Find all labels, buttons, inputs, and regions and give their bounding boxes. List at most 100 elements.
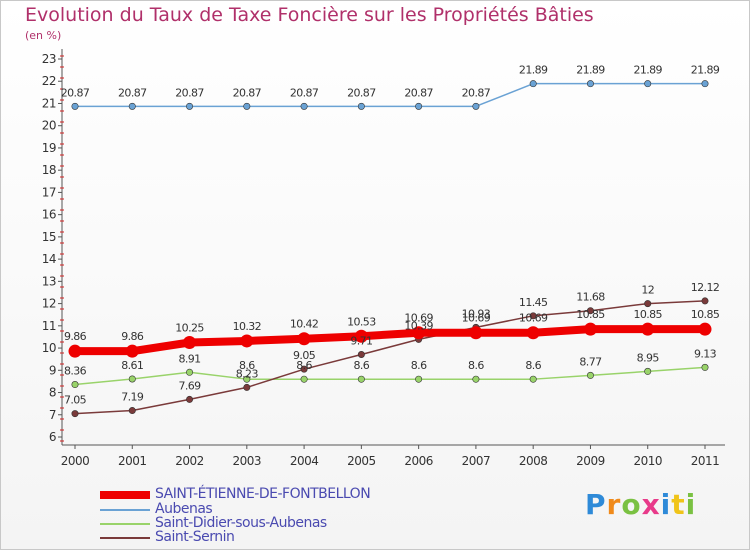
legend-item-saint-sernin: Saint-Sernin: [100, 529, 500, 545]
data-label: 10.85: [691, 308, 720, 321]
data-point: [586, 80, 594, 88]
data-point: [586, 371, 594, 379]
data-label: 20.87: [175, 86, 204, 99]
logo-letter: i: [660, 488, 672, 521]
data-point: [472, 102, 480, 110]
data-point: [529, 312, 537, 320]
data-point: [583, 322, 597, 336]
data-label: 9.13: [694, 347, 717, 360]
data-point: [357, 102, 365, 110]
data-point: [186, 102, 194, 110]
data-point: [186, 395, 194, 403]
logo-letter: t: [671, 488, 686, 521]
data-point: [243, 383, 251, 391]
data-point: [415, 375, 423, 383]
y-tick-label: 10: [42, 341, 56, 355]
legend-item-saint-etienne: SAINT-ÉTIENNE-DE-FONTBELLON: [100, 486, 500, 502]
x-tick-label: 2005: [347, 454, 376, 468]
data-label: 10.25: [175, 322, 204, 335]
data-label: 10.53: [347, 315, 376, 328]
y-tick-label: 21: [42, 96, 56, 110]
logo-letter: P: [585, 488, 607, 521]
data-label: 21.89: [691, 64, 720, 77]
data-label: 10.69: [462, 312, 491, 325]
y-tick-label: 19: [42, 141, 56, 155]
logo-letter: o: [621, 488, 642, 521]
data-label: 8.6: [411, 359, 427, 372]
data-label: 10.42: [290, 318, 319, 331]
data-label: 9.86: [121, 330, 144, 343]
data-point: [412, 326, 426, 340]
data-point: [415, 102, 423, 110]
data-point: [300, 102, 308, 110]
data-point: [128, 407, 136, 415]
data-point: [243, 375, 251, 383]
y-tick-label: 6: [49, 430, 56, 444]
data-label: 7.19: [121, 391, 144, 404]
data-point: [128, 102, 136, 110]
data-label: 9.05: [293, 349, 316, 362]
logo-letter: x: [641, 488, 661, 521]
data-label: 10.85: [633, 308, 662, 321]
x-tick-label: 2002: [175, 454, 204, 468]
data-label: 20.87: [462, 86, 491, 99]
data-label: 10.39: [404, 319, 433, 332]
data-point: [357, 375, 365, 383]
data-label: 7.69: [178, 379, 201, 392]
data-label: 7.05: [64, 394, 87, 407]
series-line: [75, 325, 705, 356]
data-point: [357, 351, 365, 359]
data-label: 8.23: [236, 367, 259, 380]
y-tick-label: 22: [42, 74, 56, 88]
data-point: [701, 297, 709, 305]
data-label: 8.36: [64, 365, 87, 378]
data-label: 10.69: [404, 312, 433, 325]
data-label: 11.68: [576, 291, 605, 304]
data-point: [128, 375, 136, 383]
legend-label: SAINT-ÉTIENNE-DE-FONTBELLON: [155, 486, 371, 502]
legend-swatch: [100, 491, 150, 499]
data-label: 20.87: [118, 86, 147, 99]
legend-swatch: [100, 537, 150, 539]
data-label: 20.87: [61, 86, 90, 99]
data-label: 8.6: [296, 359, 312, 372]
data-label: 11.45: [519, 296, 548, 309]
y-tick-label: 14: [42, 252, 56, 266]
x-tick-label: 2006: [404, 454, 433, 468]
data-label: 21.89: [633, 64, 662, 77]
y-tick-label: 16: [42, 208, 56, 222]
data-label: 10.32: [233, 320, 262, 333]
y-tick-label: 13: [42, 274, 56, 288]
data-label: 8.6: [468, 359, 484, 372]
data-point: [644, 300, 652, 308]
data-label: 12.12: [691, 281, 720, 294]
data-label: 10.69: [519, 312, 548, 325]
data-label: 10.85: [576, 308, 605, 321]
legend-label: Saint-Sernin: [155, 529, 235, 545]
y-tick-label: 11: [42, 319, 56, 333]
data-point: [71, 410, 79, 418]
data-point: [526, 326, 540, 340]
data-point: [297, 332, 311, 346]
y-tick-label: 8: [49, 386, 56, 400]
data-label: 8.6: [239, 359, 255, 372]
data-point: [354, 329, 368, 343]
legend-item-aubenas: Aubenas: [100, 501, 500, 517]
data-label: 21.89: [519, 64, 548, 77]
legend-swatch: [100, 509, 150, 511]
data-label: 8.6: [354, 359, 370, 372]
data-point: [586, 307, 594, 315]
data-label: 10.93: [462, 307, 491, 320]
data-point: [641, 322, 655, 336]
data-label: 20.87: [404, 86, 433, 99]
data-point: [125, 344, 139, 358]
data-label: 8.95: [637, 351, 660, 364]
x-tick-label: 2010: [633, 454, 662, 468]
data-point: [71, 381, 79, 389]
data-point: [472, 375, 480, 383]
x-tick-label: 2008: [519, 454, 548, 468]
data-label: 12: [641, 284, 654, 297]
y-tick-label: 20: [42, 119, 56, 133]
x-tick-label: 2009: [576, 454, 605, 468]
